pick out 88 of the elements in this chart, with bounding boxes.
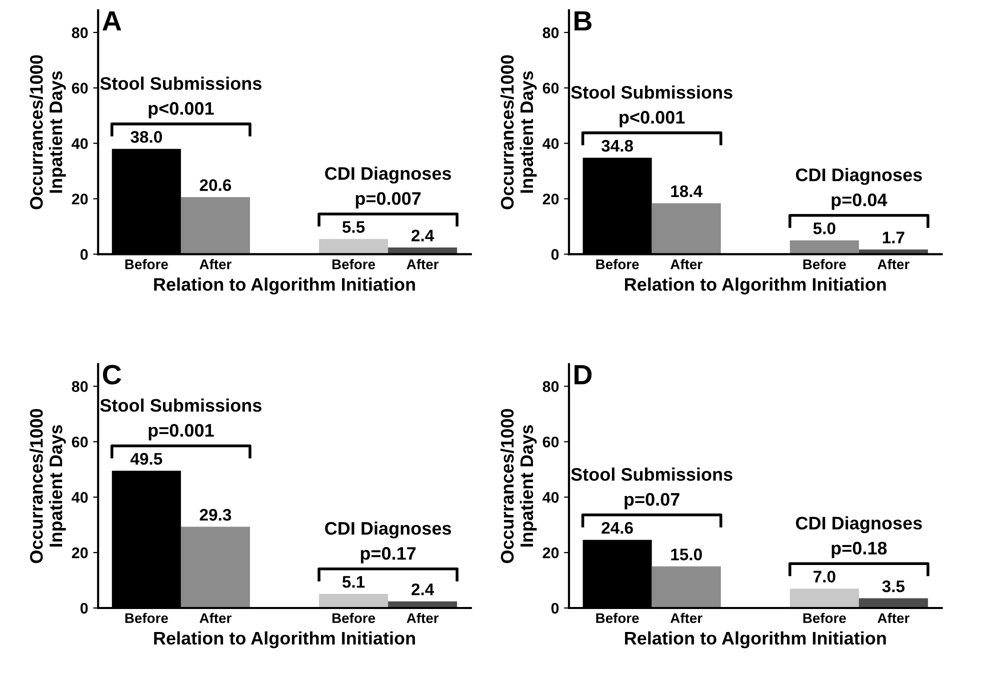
y-tick-label: 20 bbox=[542, 547, 559, 558]
annotation: Stool Submissions bbox=[100, 398, 262, 412]
x-axis-title: Relation to Algorithm Initiation bbox=[154, 278, 415, 294]
y-tick-label: 80 bbox=[72, 27, 88, 38]
y-tick-label: 60 bbox=[542, 436, 559, 448]
y-axis-title: Occurrances/1000 Inpatient Days bbox=[500, 408, 537, 564]
x-tick-label: Before bbox=[125, 259, 168, 270]
annotation: p<0.001 bbox=[620, 110, 685, 128]
y-axis-title: Occurrances/1000 Inpatient Days bbox=[30, 55, 66, 210]
y-tick-label: 60 bbox=[72, 82, 88, 94]
x-tick-label: Before bbox=[332, 259, 376, 270]
y-tick-label: 40 bbox=[72, 492, 88, 503]
annotation: p=0.001 bbox=[148, 424, 214, 440]
y-tick-label: 60 bbox=[72, 436, 88, 448]
x-axis-title: Relation to Algorithm Initiation bbox=[154, 631, 415, 648]
y-tick-label: 80 bbox=[72, 381, 88, 392]
bar bbox=[180, 197, 250, 254]
y-tick-label: 40 bbox=[72, 138, 88, 150]
x-tick-label: After bbox=[670, 259, 702, 270]
y-tick-label: 40 bbox=[542, 138, 559, 150]
annotation: CDI Diagnoses bbox=[796, 168, 922, 185]
annotation: Stool Submissions bbox=[571, 85, 732, 99]
data-label: 5.1 bbox=[342, 576, 365, 588]
annotation: p=0.07 bbox=[624, 492, 680, 510]
bar bbox=[790, 588, 859, 608]
data-label: 2.4 bbox=[412, 230, 434, 242]
x-tick-label: Before bbox=[803, 259, 846, 270]
x-tick-label: After bbox=[406, 612, 439, 624]
y-tick-label: 20 bbox=[72, 194, 88, 204]
data-label: 5.5 bbox=[342, 221, 365, 233]
x-axis-title: Relation to Algorithm Initiation bbox=[625, 631, 886, 648]
data-label: 2.4 bbox=[412, 583, 434, 596]
x-tick-label: After bbox=[670, 612, 702, 624]
x-tick-label: After bbox=[878, 259, 910, 270]
y-tick-label: 80 bbox=[542, 27, 559, 38]
y-tick-label: 80 bbox=[542, 381, 559, 392]
chart-title: C bbox=[102, 364, 122, 385]
x-tick-label: After bbox=[200, 259, 232, 270]
x-tick-label: Before bbox=[332, 612, 376, 624]
y-tick-label: 0 bbox=[551, 249, 559, 260]
bar bbox=[652, 566, 721, 608]
chart-title: B bbox=[574, 11, 592, 30]
y-axis-title: Occurrances/1000 Inpatient Days bbox=[500, 55, 537, 210]
annotation: CDI Diagnoses bbox=[796, 516, 922, 534]
y-tick-label: 0 bbox=[80, 249, 88, 260]
data-label: 5.0 bbox=[813, 222, 836, 234]
data-label: 49.5 bbox=[130, 452, 162, 465]
annotation: Stool Submissions bbox=[571, 468, 732, 481]
y-tick-label: 0 bbox=[80, 602, 88, 614]
x-tick-label: Before bbox=[125, 612, 168, 624]
y-tick-label: 40 bbox=[542, 492, 559, 503]
x-axis-title: Relation to Algorithm Initiation bbox=[625, 278, 886, 294]
data-label: 1.7 bbox=[882, 232, 904, 244]
x-tick-label: Before bbox=[803, 612, 846, 624]
data-label: 20.6 bbox=[200, 179, 232, 192]
data-label: 29.3 bbox=[200, 508, 232, 521]
x-tick-label: Before bbox=[596, 612, 639, 624]
data-label: 15.0 bbox=[671, 548, 702, 560]
y-axis-title: Occurrances/1000 Inpatient Days bbox=[30, 408, 66, 564]
y-tick-label: 20 bbox=[72, 547, 88, 558]
bar bbox=[790, 240, 859, 254]
annotation: Stool Submissions bbox=[100, 76, 262, 90]
bar bbox=[180, 526, 250, 608]
annotation: p=0.17 bbox=[360, 547, 416, 564]
x-tick-label: Before bbox=[596, 259, 639, 270]
annotation: p=0.04 bbox=[832, 193, 888, 210]
annotation: p=0.18 bbox=[832, 542, 887, 558]
bar bbox=[652, 203, 721, 254]
annotation: p=0.007 bbox=[356, 192, 421, 208]
data-label: 38.0 bbox=[130, 131, 162, 143]
bar bbox=[319, 238, 388, 254]
data-label: 3.5 bbox=[882, 580, 905, 592]
x-tick-label: After bbox=[406, 259, 439, 270]
data-label: 34.8 bbox=[601, 140, 634, 152]
y-tick-label: 0 bbox=[551, 602, 559, 614]
chart-title: D bbox=[574, 365, 592, 384]
x-tick-label: After bbox=[878, 612, 910, 624]
y-tick-label: 60 bbox=[542, 82, 559, 94]
chart-title: A bbox=[102, 11, 122, 30]
x-tick-label: After bbox=[200, 612, 232, 624]
annotation: CDI Diagnoses bbox=[325, 522, 452, 538]
annotation: CDI Diagnoses bbox=[325, 166, 452, 184]
annotation: p<0.001 bbox=[148, 102, 214, 118]
data-label: 18.4 bbox=[671, 185, 702, 198]
y-tick-label: 20 bbox=[542, 194, 559, 204]
data-label: 7.0 bbox=[814, 570, 836, 583]
data-label: 24.6 bbox=[602, 522, 633, 534]
bar bbox=[319, 594, 388, 608]
